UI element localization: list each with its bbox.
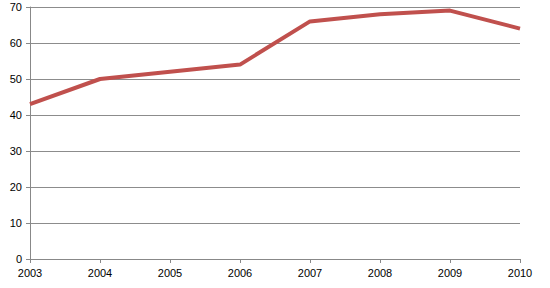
svg-text:60: 60 bbox=[10, 37, 22, 49]
svg-text:30: 30 bbox=[10, 145, 22, 157]
svg-text:70: 70 bbox=[10, 1, 22, 13]
svg-text:2003: 2003 bbox=[18, 267, 42, 279]
svg-text:2009: 2009 bbox=[438, 267, 462, 279]
svg-text:2004: 2004 bbox=[88, 267, 112, 279]
svg-text:40: 40 bbox=[10, 109, 22, 121]
svg-text:0: 0 bbox=[16, 253, 22, 265]
svg-text:50: 50 bbox=[10, 73, 22, 85]
svg-text:2010: 2010 bbox=[508, 267, 532, 279]
svg-text:2008: 2008 bbox=[368, 267, 392, 279]
svg-text:20: 20 bbox=[10, 181, 22, 193]
svg-text:10: 10 bbox=[10, 217, 22, 229]
svg-text:2006: 2006 bbox=[228, 267, 252, 279]
svg-text:2007: 2007 bbox=[298, 267, 322, 279]
svg-text:2005: 2005 bbox=[158, 267, 182, 279]
